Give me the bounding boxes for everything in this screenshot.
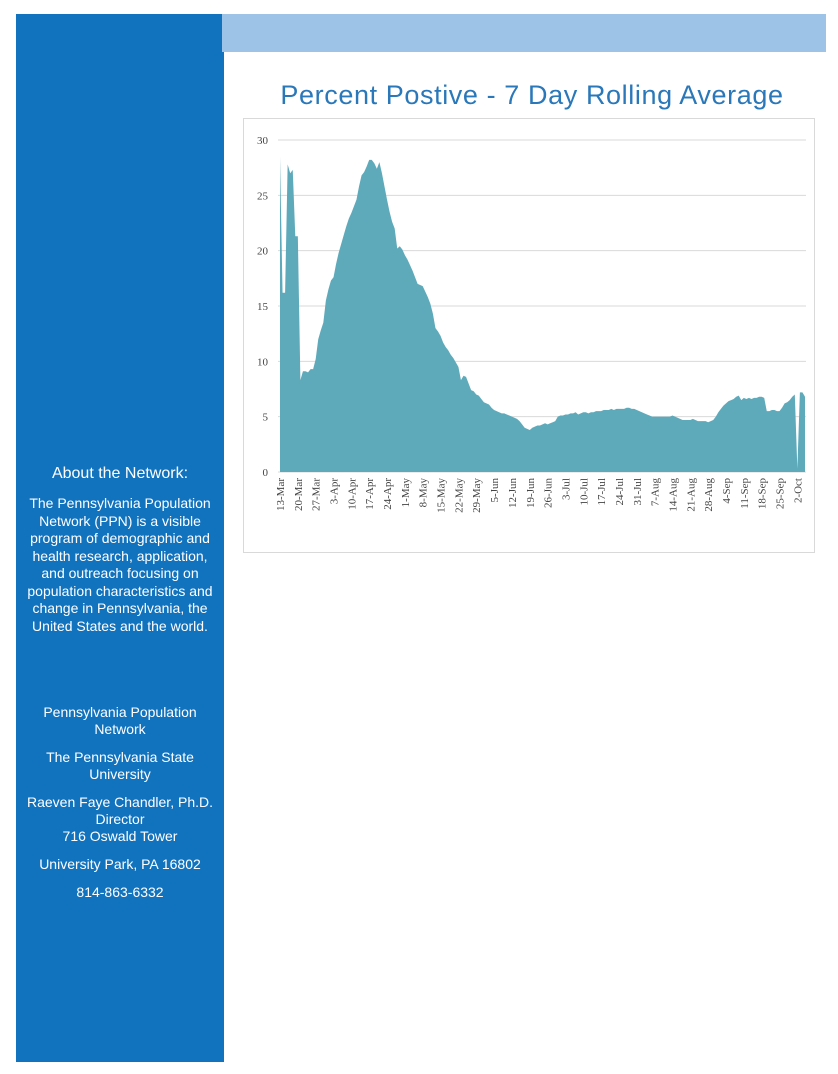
contact-line: 814-863-6332	[76, 884, 164, 900]
contact-block: University Park, PA 16802	[24, 856, 216, 873]
x-tick-label: 1-May	[400, 478, 412, 508]
x-tick-label: 7-Aug	[650, 478, 662, 507]
contact-block: Pennsylvania Population Network	[24, 704, 216, 738]
contact-block: 814-863-6332	[24, 884, 216, 901]
chart-title: Percent Postive - 7 Day Rolling Average	[280, 80, 783, 110]
x-tick-label: 13-Mar	[275, 478, 287, 511]
contact-line: Pennsylvania Population Network	[43, 704, 197, 737]
x-tick-label: 2-Oct	[792, 478, 804, 503]
contact-line: The Pennsylvania State University	[46, 749, 194, 782]
x-tick-label: 20-Mar	[293, 478, 305, 511]
contact: Pennsylvania Population Network The Penns…	[24, 704, 216, 912]
y-tick-label: 30	[257, 135, 269, 147]
x-tick-label: 3-Apr	[329, 478, 341, 505]
contact-line: University Park, PA 16802	[39, 856, 201, 872]
x-tick-label: 27-Mar	[311, 478, 323, 511]
x-tick-label: 5-Jun	[489, 478, 501, 503]
y-tick-label: 20	[257, 246, 269, 258]
area	[280, 156, 805, 472]
top-bar	[222, 14, 826, 52]
x-tick-label: 26-Jun	[543, 478, 555, 508]
x-tick-label: 8-May	[418, 478, 430, 508]
x-tick-label: 12-Jun	[507, 478, 519, 508]
contact-line: Director	[95, 811, 145, 827]
contact-block: Raeven Faye Chandler, Ph.D. Director 716 O…	[24, 794, 216, 845]
x-tick-label: 21-Aug	[685, 478, 697, 512]
x-tick-label: 25-Sep	[775, 478, 787, 510]
x-tick-label: 24-Apr	[382, 478, 394, 510]
x-tick-label: 22-May	[453, 478, 465, 513]
y-tick-label: 0	[263, 467, 269, 479]
x-tick-label: 18-Sep	[757, 478, 769, 510]
x-tick-label: 4-Sep	[721, 478, 733, 504]
contact-line: Raeven Faye Chandler, Ph.D.	[27, 794, 213, 810]
x-tick-label: 14-Aug	[667, 478, 679, 512]
x-tick-label: 17-Apr	[364, 478, 376, 510]
x-tick-label: 19-Jun	[525, 478, 537, 508]
x-tick-label: 11-Sep	[739, 478, 751, 509]
y-tick-label: 5	[263, 412, 269, 424]
x-tick-label: 28-Aug	[703, 478, 715, 512]
y-tick-label: 25	[257, 190, 269, 202]
x-tick-label: 3-Jul	[560, 478, 572, 500]
x-tick-label: 29-May	[471, 478, 483, 513]
y-tick-label: 15	[257, 301, 269, 313]
x-tick-label: 15-May	[436, 478, 448, 513]
sidebar-heading: About the Network:	[51, 465, 189, 482]
contact-line: 716 Oswald Tower	[62, 828, 178, 844]
x-tick-label: 31-Jul	[632, 478, 644, 506]
y-tick-label: 10	[257, 356, 269, 368]
x-tick-label: 17-Jul	[596, 478, 608, 506]
x-tick-label: 10-Jul	[578, 478, 590, 506]
about-text: The Pennsylvania Population Network (PPN…	[27, 495, 213, 634]
contact-block: The Pennsylvania State University	[24, 749, 216, 783]
chart-frame	[243, 118, 815, 553]
x-tick-label: 24-Jul	[614, 478, 626, 506]
x-tick-label: 10-Apr	[346, 478, 358, 510]
sidebar: About the Network: The Pennsylvania Popu…	[16, 14, 224, 1062]
